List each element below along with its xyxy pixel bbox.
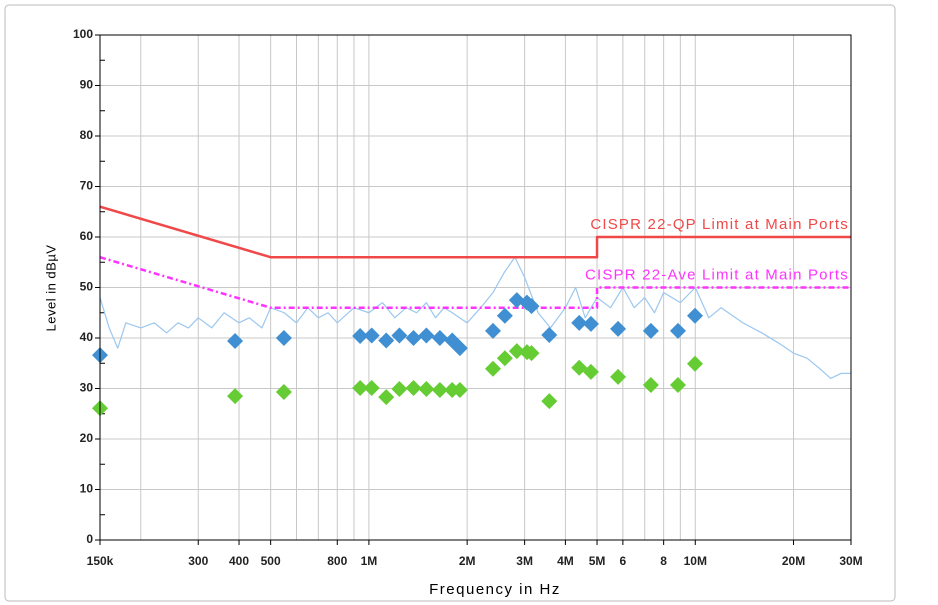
marker (363, 327, 380, 344)
plot-border (99, 34, 852, 541)
marker (496, 307, 513, 324)
marker (352, 379, 369, 396)
x-tick-label: 6 (620, 554, 627, 568)
marker (523, 298, 540, 315)
y-tick-label: 90 (80, 78, 94, 92)
x-tick-label: 800 (327, 554, 347, 568)
y-tick-label: 20 (80, 431, 94, 445)
marker (391, 327, 408, 344)
marker (418, 327, 435, 344)
x-tick-label: 3M (516, 554, 533, 568)
limit-line (99, 205, 851, 259)
x-tick-label: 500 (261, 554, 281, 568)
y-axis-title: Level in dBµV (43, 245, 58, 332)
y-tick-label: 30 (80, 381, 94, 395)
marker (363, 379, 380, 396)
plot-marks (92, 205, 851, 417)
marker (523, 345, 540, 362)
marker (686, 355, 703, 372)
y-tick-label: 50 (80, 280, 94, 294)
marker (582, 363, 599, 380)
marker (508, 343, 525, 360)
x-axis-title: Frequency in Hz (429, 581, 561, 598)
y-tick-label: 70 (80, 179, 94, 193)
y-tick-label: 0 (86, 532, 93, 546)
marker (582, 315, 599, 332)
marker (431, 382, 448, 399)
marker (610, 320, 627, 337)
marker (669, 376, 686, 393)
x-tick-label: 8 (660, 554, 667, 568)
marker (686, 307, 703, 324)
x-tick-label: 5M (589, 554, 606, 568)
x-tick-label: 30M (839, 554, 862, 568)
marker (669, 322, 686, 339)
chart-frame (4, 4, 896, 602)
x-tick-label: 400 (229, 554, 249, 568)
marker (484, 360, 501, 377)
marker (571, 314, 588, 331)
x-tick-label: 10M (684, 554, 707, 568)
y-tick-label: 10 (80, 482, 94, 496)
marker (541, 326, 558, 343)
marker (405, 379, 422, 396)
marker (642, 376, 659, 393)
x-tick-label: 300 (188, 554, 208, 568)
marker (642, 322, 659, 339)
marker (378, 332, 395, 349)
x-tick-label: 20M (782, 554, 805, 568)
marker (418, 381, 435, 398)
marker (227, 388, 244, 405)
limit-label: CISPR 22-QP Limit at Main Ports (590, 216, 849, 233)
marker (496, 350, 513, 367)
marker (484, 322, 501, 339)
marker (610, 368, 627, 385)
marker (275, 384, 292, 401)
marker (391, 381, 408, 398)
x-tick-label: 4M (557, 554, 574, 568)
limit-label: CISPR 22-Ave Limit at Main Ports (585, 266, 849, 283)
y-tick-label: 40 (80, 330, 94, 344)
marker (451, 382, 468, 399)
marker (352, 327, 369, 344)
y-tick-label: 80 (80, 128, 94, 142)
marker (378, 389, 395, 406)
y-tick-label: 60 (80, 229, 94, 243)
limit-line (99, 256, 851, 309)
x-tick-label: 150k (87, 554, 114, 568)
x-tick-label: 1M (361, 554, 378, 568)
marker (405, 330, 422, 346)
marker (227, 333, 244, 350)
marker (451, 340, 468, 357)
x-tick-label: 2M (459, 554, 476, 568)
marker (275, 330, 292, 346)
labels: 0 10 20 30 40 50 60 70 80 90 100 150k 300 400 500 800 1M… (73, 27, 863, 568)
scan-trace (99, 256, 851, 379)
marker (541, 393, 558, 410)
y-tick-label: 100 (73, 27, 93, 41)
marker (431, 330, 448, 346)
